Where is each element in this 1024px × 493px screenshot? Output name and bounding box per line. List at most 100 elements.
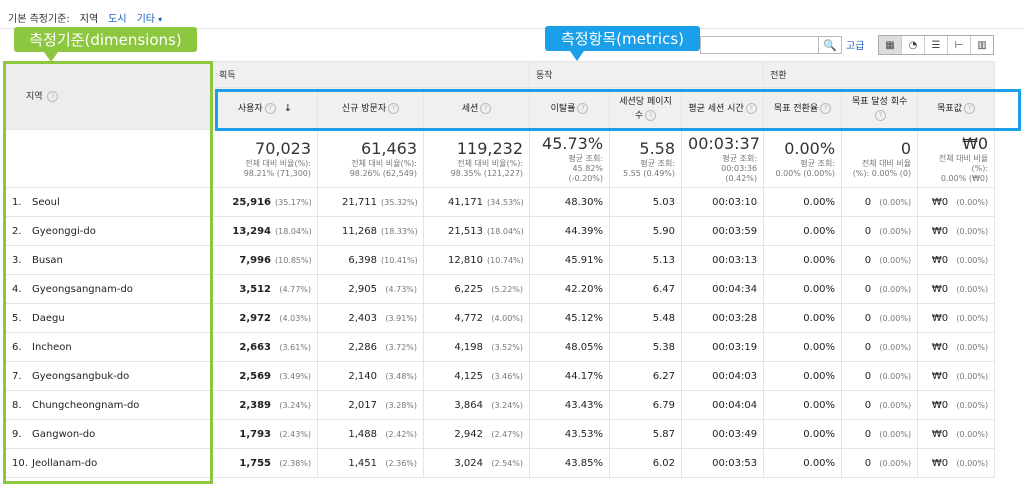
help-icon[interactable]: ? (577, 102, 589, 114)
bounce-rate-cell: 42.20% (529, 274, 611, 304)
total-value: 0 (900, 138, 912, 158)
bounce-rate-cell: 44.39% (529, 216, 611, 246)
group-conversion: 전환 (763, 61, 996, 88)
goal-value-cell-pct: (0.00%) (956, 226, 989, 236)
goal-value-cell-pct: (0.00%) (956, 400, 989, 410)
sessions-cell: 12,810 (10.74%) (422, 245, 531, 275)
pie-view-icon[interactable]: ◔ (902, 36, 925, 54)
search-icon[interactable]: 🔍 (818, 36, 841, 54)
top-divider (0, 28, 1024, 29)
region-link[interactable]: Daegu (32, 312, 65, 324)
metric-header[interactable]: 신규 방문자? (317, 87, 424, 130)
goal-value-cell-value: ₩0 (931, 428, 949, 440)
chevron-down-icon: ▾ (158, 14, 163, 24)
row-index: 1. (12, 196, 22, 208)
new-visitors-cell: 2,403 (3.91%) (317, 303, 424, 333)
help-icon[interactable]: ? (47, 91, 59, 102)
total-caption: 전체 대비 비율(%): (245, 158, 311, 168)
help-icon[interactable]: ? (964, 102, 975, 114)
region-link[interactable]: Gangwon-do (32, 428, 96, 440)
help-icon[interactable]: ? (264, 102, 276, 114)
bounce-rate-cell-value: 43.53% (564, 428, 604, 440)
goal-value-cell-value: ₩0 (931, 254, 949, 266)
bounce-rate-cell-value: 48.30% (564, 196, 604, 208)
goal-conversion-rate-cell-value: 0.00% (803, 196, 836, 208)
help-icon[interactable]: ? (480, 102, 492, 114)
metric-header-label: 신규 방문자 (341, 103, 387, 114)
table-view-icon[interactable]: ▦ (879, 36, 902, 54)
region-link[interactable]: Gyeonggi-do (32, 225, 96, 237)
users-cell-pct: (3.24%) (279, 400, 311, 410)
metric-header[interactable]: 평균 세션 시간? (681, 87, 765, 130)
row-index: 4. (12, 283, 22, 295)
total-comparison: 5.55 (0.49%) (623, 168, 676, 178)
pivot-view-icon[interactable]: ▥ (971, 36, 993, 54)
metric-header[interactable]: 사용자? ↓ (212, 87, 318, 130)
region-link[interactable]: Chungcheongnam-do (32, 399, 140, 411)
goal-value-cell-value: ₩0 (931, 312, 949, 324)
users-cell-pct: (18.04%) (275, 226, 312, 236)
new-visitors-cell: 1,451 (2.36%) (317, 448, 424, 478)
sort-down-icon[interactable]: ↓ (283, 102, 293, 114)
goal-conversion-rate-cell: 0.00% (763, 361, 843, 391)
bounce-rate-cell: 45.91% (529, 245, 611, 275)
goal-value-cell-value: ₩0 (931, 370, 949, 382)
region-link[interactable]: Gyeongsangnam-do (32, 283, 133, 295)
users-cell: 2,569 (3.49%) (212, 361, 318, 391)
new-visitors-cell: 21,711 (35.32%) (317, 187, 424, 217)
performance-view-icon[interactable]: ☰ (925, 36, 948, 54)
region-link[interactable]: Jeollanam-do (32, 457, 98, 469)
metric-header[interactable]: 목표값? (917, 87, 996, 130)
comparison-view-icon[interactable]: ⊢ (948, 36, 971, 54)
goal-completions-cell: 0 (0.00%) (841, 390, 919, 420)
metric-header[interactable]: 이탈률? (529, 87, 611, 130)
users-cell-value: 3,512 (239, 283, 271, 295)
region-cell: 5. Daegu (5, 303, 213, 333)
goal-value-cell-pct: (0.00%) (956, 371, 989, 381)
new-visitors-cell-value: 2,403 (348, 312, 377, 324)
primary-dimension-label: 기본 측정기준: (8, 13, 70, 25)
goal-value-cell: ₩0 (0.00%) (917, 245, 996, 275)
metric-header[interactable]: 목표 전환율? (763, 87, 843, 130)
advanced-filter-link[interactable]: 고급 (846, 41, 865, 52)
goal-value-cell-value: ₩0 (931, 283, 949, 295)
dimension-link-city[interactable]: 도시 (108, 13, 127, 25)
dimension-header[interactable]: 지역 ? (5, 61, 213, 130)
region-link[interactable]: Gyeongsangbuk-do (32, 370, 130, 382)
total-comparison: 45.82% (-0.20%) (568, 163, 604, 183)
goal-completions-cell: 0 (0.00%) (841, 448, 919, 478)
goal-conversion-rate-cell-value: 0.00% (803, 225, 836, 237)
sessions-cell-pct: (5.22%) (491, 284, 524, 294)
region-link[interactable]: Incheon (32, 341, 72, 353)
metrics-highlight-box (215, 89, 1021, 131)
goal-value-cell: ₩0 (0.00%) (917, 419, 996, 449)
goal-conversion-rate-cell-value: 0.00% (803, 370, 836, 382)
new-visitors-cell-pct: (18.33%) (381, 226, 418, 236)
help-icon[interactable]: ? (875, 109, 887, 121)
search-input[interactable] (700, 36, 842, 54)
help-icon[interactable]: ? (820, 102, 832, 114)
metric-header-label: 목표 달성 회수 (851, 96, 908, 107)
metric-header[interactable]: 목표 달성 회수? (841, 87, 919, 130)
region-link[interactable]: Seoul (32, 196, 60, 208)
metric-header[interactable]: 세션? (422, 87, 531, 130)
goal-conversion-rate-cell-value: 0.00% (803, 312, 836, 324)
dimension-link-other[interactable]: 기타 ▾ (137, 10, 163, 25)
total-dimension-cell (5, 129, 213, 188)
region-link[interactable]: Busan (32, 254, 63, 266)
users-cell: 2,389 (3.24%) (212, 390, 318, 420)
dimension-link-other-label: 기타 (136, 13, 155, 25)
help-icon[interactable]: ? (645, 109, 657, 121)
pages-per-session-cell: 5.48 (609, 303, 683, 333)
goal-conversion-rate-cell-value: 0.00% (803, 399, 836, 411)
goal-value-cell: ₩0 (0.00%) (917, 274, 996, 304)
new-visitors-cell-value: 2,286 (348, 341, 377, 353)
help-icon[interactable]: ? (745, 102, 757, 114)
pages-per-session-cell-value: 5.03 (652, 196, 676, 208)
help-icon[interactable]: ? (388, 102, 400, 114)
avg-session-duration-cell-value: 00:03:49 (712, 428, 758, 440)
metric-header-label: 사용자 (237, 103, 263, 114)
total-caption: 전체 대비 비율(%): (351, 158, 417, 168)
sessions-cell: 4,125 (3.46%) (422, 361, 531, 391)
primary-dimension-bar: 기본 측정기준: 지역 도시 기타 ▾ (8, 8, 162, 26)
